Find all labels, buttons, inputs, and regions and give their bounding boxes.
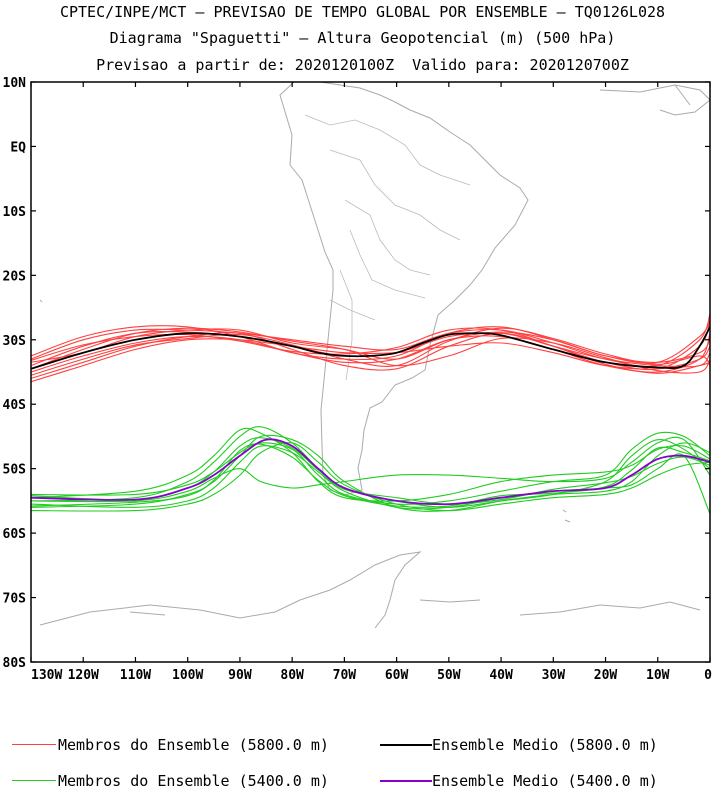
legend-swatch bbox=[380, 744, 432, 746]
x-tick-label: 110W bbox=[120, 668, 151, 683]
mean-line-5400 bbox=[31, 438, 710, 506]
x-tick-label: 0 bbox=[704, 668, 712, 683]
x-tick-label: 10W bbox=[646, 668, 670, 683]
x-tick-label: 40W bbox=[489, 668, 513, 683]
south-america-coastline bbox=[39, 82, 710, 629]
y-tick-label: 20S bbox=[3, 269, 27, 284]
legend-label: Membros do Ensemble (5800.0 m) bbox=[58, 736, 329, 754]
x-tick-label: 90W bbox=[228, 668, 252, 683]
ensemble-means bbox=[31, 326, 710, 506]
member-line-5400 bbox=[31, 442, 710, 512]
y-tick-label: 50S bbox=[3, 463, 27, 478]
y-axis: 10N EQ 10S 20S 30S 40S 50S 60S 70S 80S bbox=[3, 76, 710, 671]
legend-label: Ensemble Medio (5800.0 m) bbox=[432, 736, 658, 754]
member-line-5800 bbox=[31, 327, 710, 376]
mean-line-5800 bbox=[31, 326, 710, 370]
ensemble-members-5400 bbox=[31, 426, 710, 515]
member-line-5400 bbox=[31, 443, 710, 508]
x-tick-label: 130W bbox=[31, 668, 62, 683]
y-tick-label: 60S bbox=[3, 527, 27, 542]
legend-swatch bbox=[12, 780, 56, 781]
chart-title-line-3: Previsao a partir de: 2020120100Z Valido… bbox=[96, 56, 629, 74]
y-tick-label: 30S bbox=[3, 334, 27, 349]
chart-title-line-1: CPTEC/INPE/MCT — PREVISAO DE TEMPO GLOBA… bbox=[59, 3, 666, 21]
member-line-5400 bbox=[31, 436, 710, 503]
x-tick-label: 120W bbox=[68, 668, 99, 683]
y-tick-label: 80S bbox=[3, 656, 27, 671]
x-tick-label: 100W bbox=[172, 668, 203, 683]
ensemble-members-5800 bbox=[31, 313, 710, 383]
x-tick-label: 80W bbox=[280, 668, 304, 683]
x-tick-label: 30W bbox=[542, 668, 566, 683]
chart-title-line-2: Diagrama "Spaguetti" — Altura Geopotenci… bbox=[109, 29, 616, 47]
member-line-5800 bbox=[31, 320, 710, 364]
y-tick-label: 70S bbox=[3, 592, 27, 607]
x-tick-label: 50W bbox=[437, 668, 461, 683]
member-line-5400 bbox=[31, 445, 710, 515]
x-tick-label: 20W bbox=[594, 668, 618, 683]
plot-frame bbox=[30, 81, 711, 663]
legend-swatch bbox=[380, 780, 432, 782]
member-line-5800 bbox=[31, 327, 710, 374]
legend-swatch bbox=[12, 744, 56, 745]
y-tick-label: 10S bbox=[3, 205, 27, 220]
x-tick-label: 70W bbox=[333, 668, 357, 683]
member-line-5400 bbox=[31, 431, 710, 505]
y-tick-label: 10N bbox=[3, 76, 27, 91]
member-line-5800 bbox=[31, 328, 710, 363]
y-tick-label: 40S bbox=[3, 398, 27, 413]
x-axis: 130W 120W 110W 100W 90W 80W 70W 60W 50W 40W 30W 20W… bbox=[30, 82, 712, 683]
y-tick-label: EQ bbox=[10, 140, 26, 155]
legend-label: Ensemble Medio (5400.0 m) bbox=[432, 772, 658, 790]
member-line-5400 bbox=[31, 427, 710, 502]
legend-label: Membros do Ensemble (5400.0 m) bbox=[58, 772, 329, 790]
x-tick-label: 60W bbox=[385, 668, 409, 683]
